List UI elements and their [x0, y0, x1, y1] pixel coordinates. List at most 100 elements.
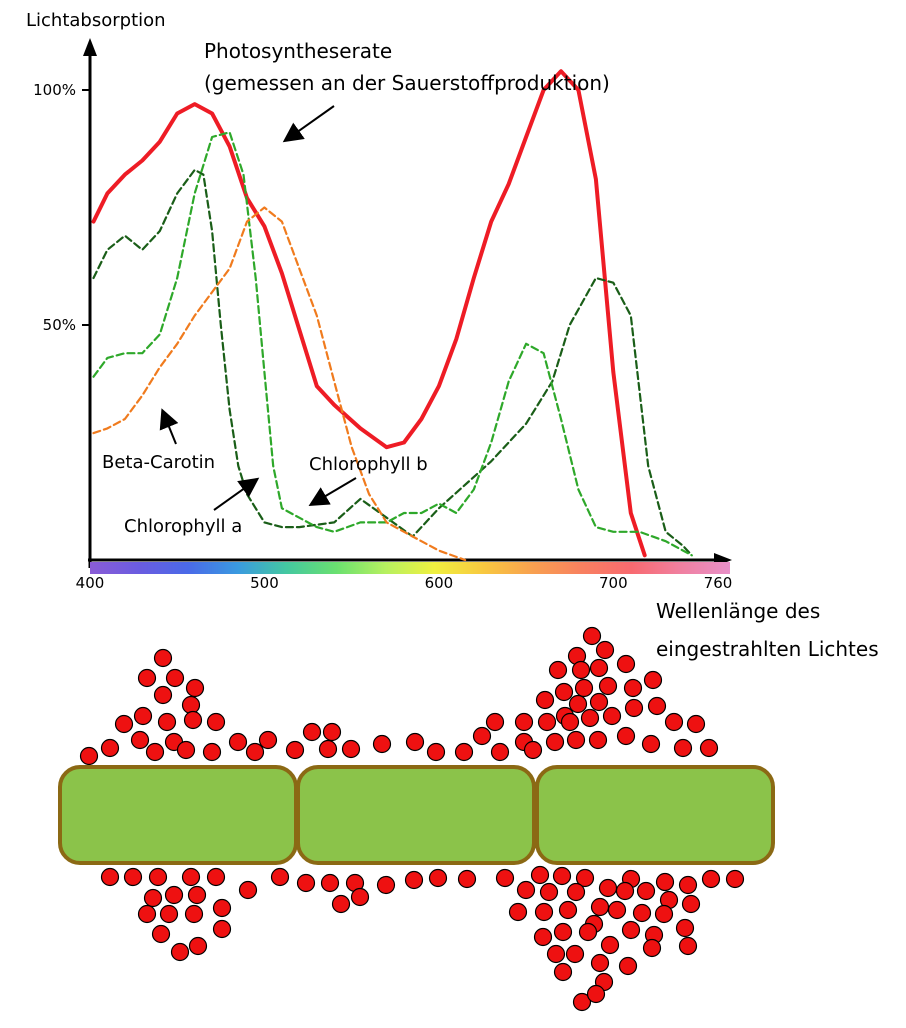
oxygen-bubble	[181, 867, 201, 887]
oxygen-bubble	[602, 706, 622, 726]
oxygen-bubble	[590, 897, 610, 917]
oxygen-bubble	[405, 732, 425, 752]
oxygen-bubble	[318, 739, 338, 759]
oxygen-bubble	[546, 944, 566, 964]
x-axis-label-line2: eingestrahlten Lichtes	[656, 637, 879, 661]
oxygen-bubble	[472, 726, 492, 746]
oxygen-bubble	[675, 918, 695, 938]
x-tick-label: 700	[599, 574, 628, 592]
oxygen-bubble	[686, 714, 706, 734]
oxygen-bubble	[495, 868, 515, 888]
oxygen-bubble	[589, 658, 609, 678]
oxygen-bubble	[404, 870, 424, 890]
oxygen-bubble	[133, 706, 153, 726]
oxygen-bubble	[490, 742, 510, 762]
oxygen-bubble	[170, 942, 190, 962]
oxygen-bubble	[552, 866, 572, 886]
oxygen-bubble	[296, 873, 316, 893]
chlorophyll-a-label: Chlorophyll a	[124, 516, 242, 537]
chlorophyll-b-label: Chlorophyll b	[309, 454, 428, 475]
oxygen-bubble	[100, 867, 120, 887]
chlorophyll-a-line	[92, 168, 693, 557]
oxygen-bubble	[535, 690, 555, 710]
oxygen-bubble	[615, 881, 635, 901]
oxygen-bubble	[616, 726, 636, 746]
oxygen-bubble	[607, 900, 627, 920]
oxygen-bubble	[185, 678, 205, 698]
oxygen-bubble	[621, 920, 641, 940]
oxygen-bubble	[514, 712, 534, 732]
oxygen-bubble	[159, 904, 179, 924]
oxygen-bubble	[206, 712, 226, 732]
oxygen-bubble	[554, 682, 574, 702]
oxygen-bubble	[655, 872, 675, 892]
oxygen-bubble	[654, 904, 674, 924]
oxygen-bubble	[372, 734, 392, 754]
oxygen-bubble	[285, 740, 305, 760]
oxygen-bubble	[598, 878, 618, 898]
oxygen-bubble	[457, 869, 477, 889]
oxygen-bubble	[376, 875, 396, 895]
oxygen-bubble	[572, 992, 592, 1012]
oxygen-bubble	[212, 898, 232, 918]
oxygen-bubble	[148, 867, 168, 887]
oxygen-bubble	[588, 730, 608, 750]
y-tick-label: 100%	[33, 81, 76, 99]
oxygen-bubble	[270, 867, 290, 887]
photosynthesis-label-line1: Photosyntheserate	[204, 39, 392, 63]
oxygen-bubble	[153, 685, 173, 705]
oxygen-bubble	[632, 903, 652, 923]
y-axis-arrow	[83, 38, 97, 56]
oxygen-bubble	[164, 885, 184, 905]
oxygen-bubble	[184, 904, 204, 924]
oxygen-bubble	[100, 738, 120, 758]
oxygen-bubble	[137, 904, 157, 924]
oxygen-bubble	[641, 734, 661, 754]
oxygen-bubble	[143, 888, 163, 908]
oxygen-bubble	[539, 882, 559, 902]
photosynthesis-arrow	[282, 105, 335, 143]
oxygen-bubble	[642, 938, 662, 958]
oxygen-bubble	[322, 722, 342, 742]
oxygen-bubble	[595, 640, 615, 660]
chlorophyll-b-line	[92, 131, 693, 557]
oxygen-bubble	[600, 935, 620, 955]
oxygen-bubble	[508, 902, 528, 922]
oxygen-bubble	[566, 730, 586, 750]
beta-carotin-arrow	[159, 408, 179, 445]
oxygen-bubble	[428, 868, 448, 888]
oxygen-bubble	[165, 668, 185, 688]
oxygen-bubble	[114, 714, 134, 734]
x-tick-label: 760	[704, 574, 733, 592]
oxygen-bubble	[681, 894, 701, 914]
photosynthesis-label-line2: (gemessen an der Sauerstoffproduktion)	[204, 71, 610, 95]
oxygen-bubble	[302, 722, 322, 742]
oxygen-bubble	[534, 902, 554, 922]
oxygen-bubble	[212, 919, 232, 939]
oxygen-bubble	[553, 962, 573, 982]
oxygen-bubble	[176, 740, 196, 760]
oxygen-bubble	[153, 648, 173, 668]
oxygen-bubble	[616, 654, 636, 674]
oxygen-bubble	[590, 953, 610, 973]
oxygen-bubble	[426, 742, 446, 762]
oxygen-bubble	[678, 936, 698, 956]
oxygen-bubble	[582, 626, 602, 646]
x-ticks: 400 500 600 700 760	[76, 574, 733, 592]
oxygen-bubble	[545, 732, 565, 752]
algae-cell-right	[535, 765, 775, 865]
y-axis-label: Lichtabsorption	[26, 10, 166, 31]
chlorophyll-b-arrow	[308, 477, 357, 507]
oxygen-bubble	[151, 924, 171, 944]
series-layer	[91, 69, 693, 562]
oxygen-bubble	[202, 742, 222, 762]
oxygen-bubble	[130, 730, 150, 750]
oxygen-bubble	[553, 922, 573, 942]
oxygen-bubble	[647, 696, 667, 716]
beta-carotin-label: Beta-Carotin	[102, 452, 215, 473]
oxygen-bubble	[454, 742, 474, 762]
x-tick-label: 500	[250, 574, 279, 592]
axes	[83, 38, 732, 574]
